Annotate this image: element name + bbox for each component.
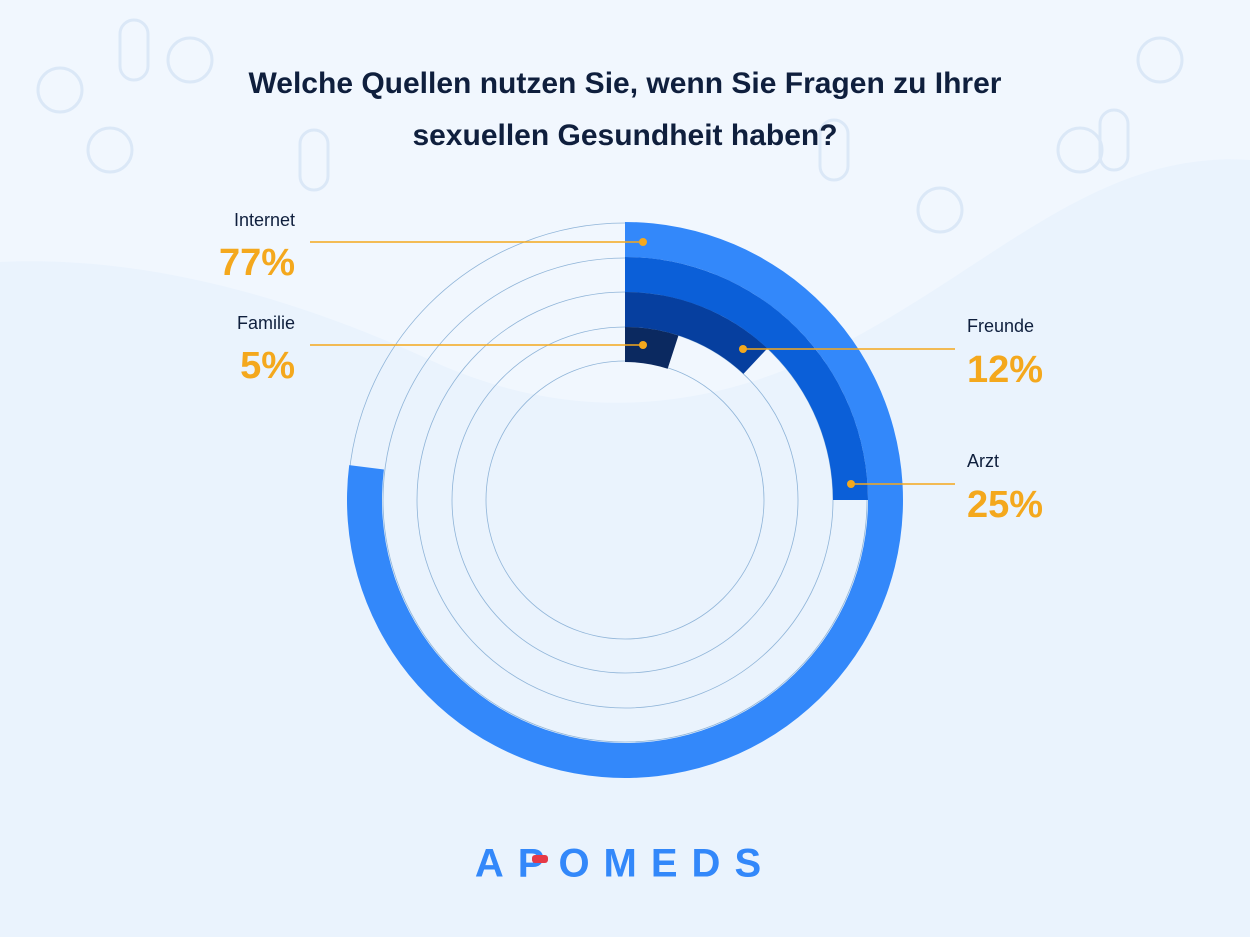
brand-logo: APOMEDS [475, 842, 775, 886]
radial-bar [625, 257, 868, 500]
value-label: 25% [967, 484, 1043, 526]
leader-dot [739, 345, 747, 353]
value-label: 12% [967, 349, 1043, 391]
category-label: Arzt [967, 451, 999, 471]
background-wave [0, 0, 1250, 403]
radial-bar [625, 327, 679, 369]
logo-accent [532, 855, 548, 863]
radial-bar [625, 292, 768, 374]
category-label: Internet [234, 210, 295, 230]
pill-pattern [36, 18, 1184, 234]
value-label: 77% [219, 242, 295, 284]
value-label: 5% [240, 345, 295, 387]
leader-dot [639, 238, 647, 246]
category-label: Freunde [967, 316, 1034, 336]
category-label: Familie [237, 313, 295, 333]
leader-dot [847, 480, 855, 488]
chart-title: Welche Quellen nutzen Sie, wenn Sie Frag… [248, 67, 1002, 152]
leader-dot [639, 341, 647, 349]
